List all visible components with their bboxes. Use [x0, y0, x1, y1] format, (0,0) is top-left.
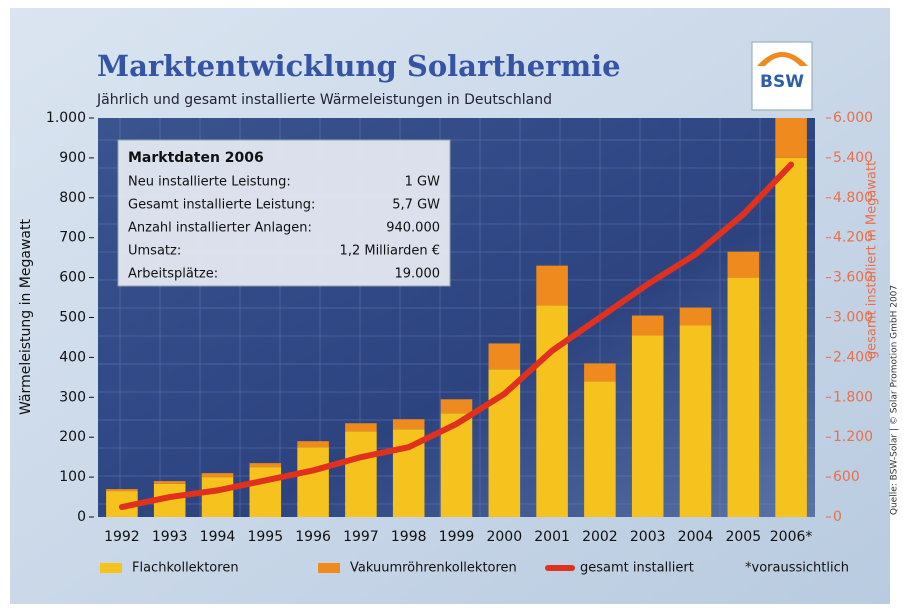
bar [584, 381, 616, 517]
legend-label: gesamt installiert [580, 561, 694, 576]
legend-marker [318, 563, 340, 573]
yticks-label: 0 [77, 509, 86, 525]
logo-text: BSW [760, 72, 804, 92]
y2ticks-label: 6.000 [833, 110, 873, 126]
x-tick-label: 1996 [295, 529, 331, 545]
x-tick-label: 1993 [152, 529, 188, 545]
x-tick-label: 2001 [534, 529, 570, 545]
yticks-label: 400 [59, 349, 86, 365]
x-tick-label: 2006* [770, 529, 813, 545]
yticks-label: 1.000 [46, 110, 86, 126]
x-tick-label: 2002 [582, 529, 618, 545]
bar [441, 399, 473, 413]
yticks-label: 300 [59, 389, 86, 405]
yticks-label: 600 [59, 270, 86, 286]
info-value: 1,2 Milliarden € [340, 244, 440, 259]
y2ticks-label: 3.000 [833, 310, 873, 326]
info-title: Marktdaten 2006 [128, 150, 264, 166]
chart-subtitle: Jährlich und gesamt installierte Wärmele… [96, 92, 552, 108]
x-tick-label: 2000 [486, 529, 522, 545]
info-label: Umsatz: [128, 244, 181, 259]
bar [632, 335, 664, 517]
bar [536, 266, 568, 306]
legend-marker [100, 563, 122, 573]
bar [393, 419, 425, 429]
x-tick-label: 1999 [439, 529, 475, 545]
info-value: 940.000 [386, 221, 440, 236]
y2ticks-label: 4.800 [833, 190, 873, 206]
yticks-label: 500 [59, 310, 86, 326]
info-value: 5,7 GW [392, 198, 440, 213]
y-axis-title: Wärmeleistung in Megawatt [18, 219, 34, 415]
info-value: 19.000 [395, 267, 441, 282]
legend: Flachkollektoren Vakuumröhrenkollektoren g… [100, 561, 694, 576]
bar [297, 447, 329, 517]
bar [202, 473, 234, 477]
bar [775, 158, 807, 517]
x-tick-label: 1998 [391, 529, 427, 545]
yticks-label: 900 [59, 150, 86, 166]
bar [775, 118, 807, 158]
chart: BSW Marktentwicklung Solarthermie Jährli… [0, 0, 903, 610]
y2ticks-label: 3.600 [833, 270, 873, 286]
bar [106, 489, 138, 491]
x-tick-label: 1994 [200, 529, 236, 545]
bar [202, 477, 234, 517]
x-tick-label: 2003 [630, 529, 666, 545]
bar [489, 343, 521, 369]
legend-label: Vakuumröhrenkollektoren [350, 561, 517, 576]
bar [154, 481, 186, 484]
y2ticks-label: 5.400 [833, 150, 873, 166]
y2ticks-label: 1.800 [833, 389, 873, 405]
y2ticks-label: 2.400 [833, 349, 873, 365]
bar [250, 467, 282, 517]
bar [345, 431, 377, 517]
x-tick-label: 2005 [725, 529, 761, 545]
bar [680, 308, 712, 326]
bar [728, 252, 760, 278]
x-tick-label: 1997 [343, 529, 379, 545]
bar [632, 316, 664, 336]
info-value: 1 GW [405, 175, 440, 190]
y2ticks-label: 0 [833, 509, 842, 525]
info-label: Gesamt installierte Leistung: [128, 198, 315, 213]
yticks-label: 700 [59, 230, 86, 246]
yticks-label: 100 [59, 469, 86, 485]
y2ticks-label: 4.200 [833, 230, 873, 246]
yticks-label: 200 [59, 429, 86, 445]
source: Quelle: BSW-Solar | © Solar Promotion Gm… [890, 285, 900, 515]
bar [584, 363, 616, 381]
footnote: *voraussichtlich [745, 561, 849, 576]
bar [728, 278, 760, 517]
bar [297, 441, 329, 447]
chart-title: Marktentwicklung Solarthermie [97, 49, 621, 83]
x-tick-label: 1995 [247, 529, 283, 545]
bar [536, 306, 568, 517]
y2ticks-label: 1.200 [833, 429, 873, 445]
info-label: Neu installierte Leistung: [128, 175, 291, 190]
yticks-label: 800 [59, 190, 86, 206]
bar [250, 463, 282, 467]
x-tick-label: 2004 [678, 529, 714, 545]
info-label: Anzahl installierter Anlagen: [128, 221, 312, 236]
legend-label: Flachkollektoren [132, 561, 239, 576]
info-label: Arbeitsplätze: [128, 267, 218, 282]
bar [680, 325, 712, 517]
bar [345, 423, 377, 431]
y2ticks-label: 600 [833, 469, 860, 485]
x-tick-label: 1992 [104, 529, 140, 545]
